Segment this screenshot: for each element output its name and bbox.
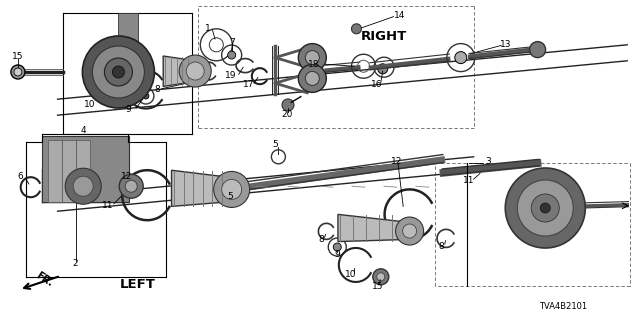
Text: 6: 6 — [18, 172, 23, 181]
Circle shape — [351, 24, 362, 34]
Text: TVA4B2101: TVA4B2101 — [539, 302, 588, 311]
Circle shape — [143, 93, 149, 99]
Circle shape — [179, 55, 211, 87]
Circle shape — [92, 46, 145, 98]
Text: 9: 9 — [125, 105, 131, 114]
Text: 14: 14 — [394, 11, 406, 20]
Circle shape — [540, 203, 550, 213]
Circle shape — [83, 36, 154, 108]
Polygon shape — [163, 56, 195, 86]
Circle shape — [403, 224, 417, 238]
Bar — [118, 13, 138, 83]
Text: 12: 12 — [121, 172, 132, 180]
Text: 13: 13 — [500, 40, 511, 49]
Text: 4: 4 — [81, 126, 86, 135]
Text: 5: 5 — [273, 140, 278, 149]
Circle shape — [11, 65, 25, 79]
Text: 15: 15 — [12, 52, 24, 61]
Text: RIGHT: RIGHT — [361, 30, 407, 43]
Circle shape — [333, 243, 341, 251]
Circle shape — [396, 217, 424, 245]
Text: 8: 8 — [319, 235, 324, 244]
Text: 16: 16 — [371, 80, 382, 89]
Circle shape — [298, 64, 326, 92]
Circle shape — [372, 269, 389, 285]
Circle shape — [517, 180, 573, 236]
Circle shape — [65, 168, 101, 204]
Text: 19: 19 — [225, 71, 236, 80]
Text: 15: 15 — [372, 282, 383, 291]
Bar — [42, 136, 129, 202]
Text: 11: 11 — [463, 176, 474, 185]
Text: 18: 18 — [308, 60, 319, 68]
Text: 9: 9 — [335, 250, 340, 259]
Circle shape — [214, 172, 250, 207]
Circle shape — [377, 273, 385, 281]
Text: 10: 10 — [345, 270, 356, 279]
Circle shape — [104, 58, 132, 86]
Circle shape — [298, 44, 326, 72]
Text: 17: 17 — [243, 80, 254, 89]
Circle shape — [73, 176, 93, 196]
Circle shape — [506, 168, 585, 248]
Circle shape — [236, 189, 244, 198]
Text: 7: 7 — [229, 38, 234, 47]
Circle shape — [305, 51, 319, 65]
Text: 3: 3 — [486, 157, 491, 166]
Circle shape — [119, 174, 143, 198]
Text: 11: 11 — [102, 201, 113, 210]
Text: 2: 2 — [73, 260, 78, 268]
Text: 10: 10 — [84, 100, 95, 109]
Bar — [76, 140, 90, 202]
Circle shape — [186, 62, 204, 80]
Text: FR.: FR. — [35, 270, 55, 288]
Text: 1: 1 — [205, 24, 211, 33]
Bar — [62, 140, 76, 202]
Circle shape — [455, 52, 467, 64]
Circle shape — [14, 68, 22, 76]
Circle shape — [221, 180, 242, 199]
Text: 8: 8 — [439, 242, 444, 251]
Text: 20: 20 — [281, 110, 292, 119]
Text: 8: 8 — [154, 85, 159, 94]
Circle shape — [282, 99, 294, 111]
Circle shape — [378, 64, 388, 74]
Circle shape — [530, 42, 545, 58]
Text: LEFT: LEFT — [120, 278, 156, 291]
Circle shape — [125, 180, 137, 192]
Circle shape — [531, 194, 559, 222]
Polygon shape — [338, 214, 410, 242]
Circle shape — [305, 71, 319, 85]
Circle shape — [228, 51, 236, 59]
Text: 12: 12 — [391, 157, 403, 166]
Bar — [48, 140, 62, 202]
Circle shape — [113, 66, 124, 78]
Text: 5: 5 — [228, 192, 233, 201]
Polygon shape — [172, 170, 232, 206]
